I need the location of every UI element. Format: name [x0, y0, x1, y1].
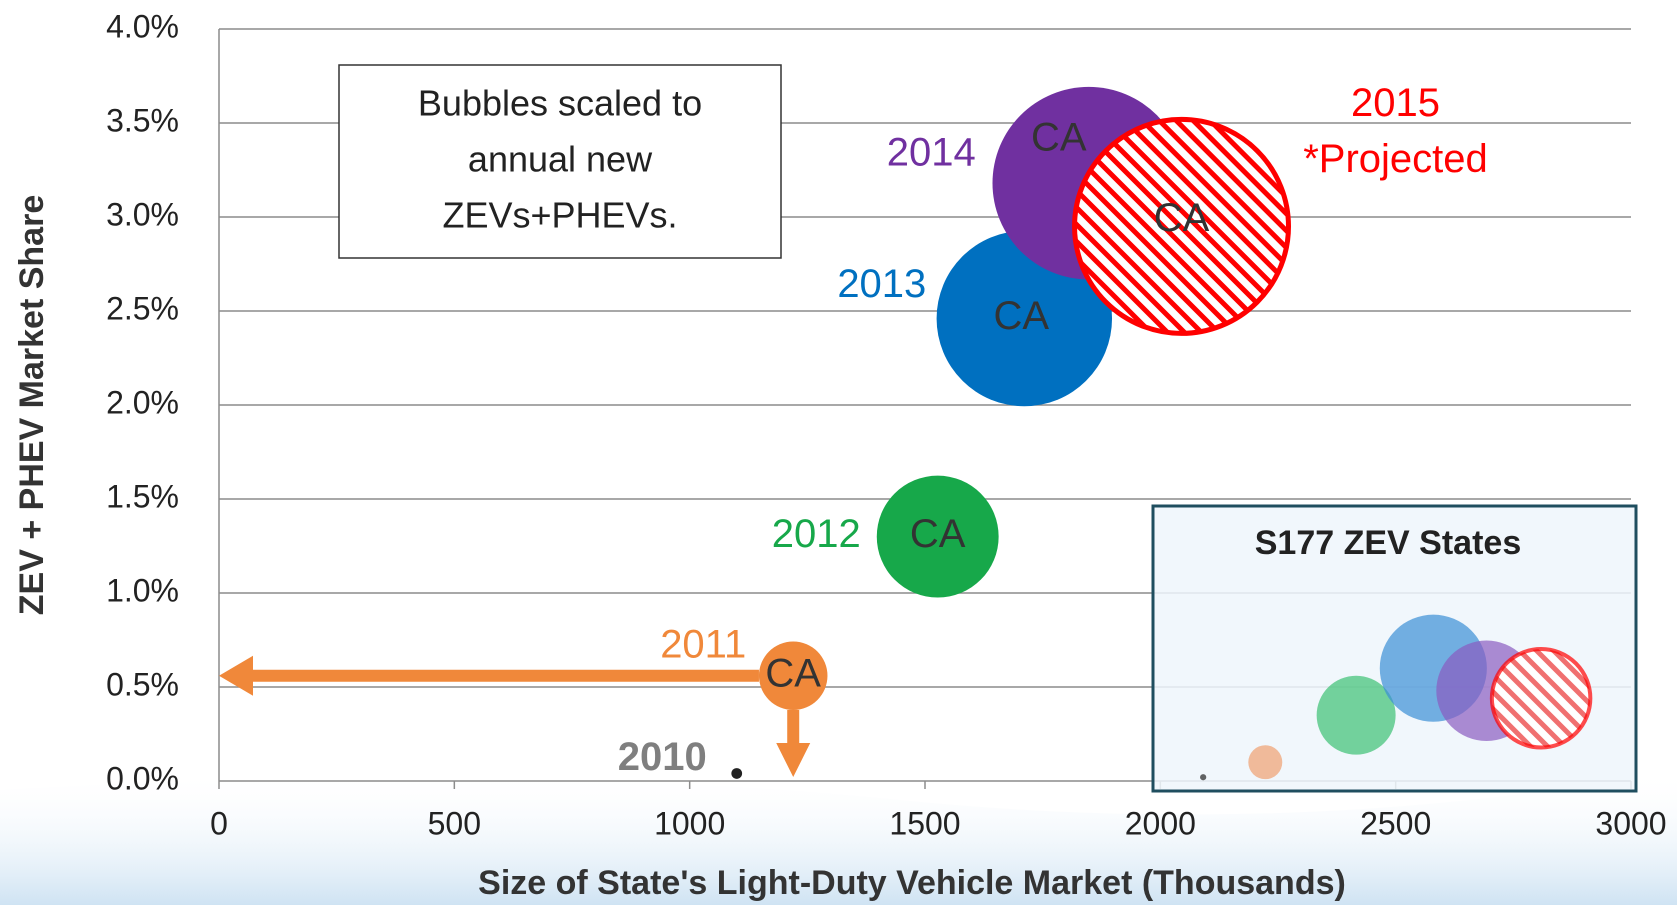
- x-tick-label: 0: [210, 805, 228, 841]
- y-tick-label: 0.5%: [106, 666, 179, 702]
- x-tick-label: 500: [428, 805, 481, 841]
- bubble-label: CA: [1154, 196, 1210, 240]
- arrow-head: [776, 743, 811, 777]
- year-label: 2015: [1351, 81, 1440, 125]
- x-tick-label: 1000: [654, 805, 725, 841]
- bubble: [1072, 116, 1292, 336]
- year-label: 2013: [837, 262, 926, 306]
- y-tick-label: 3.0%: [106, 196, 179, 232]
- bubble-label: CA: [910, 512, 966, 556]
- x-tick-label: 2500: [1360, 805, 1431, 841]
- x-tick-label: 3000: [1595, 805, 1666, 841]
- note-line: Bubbles scaled to: [418, 83, 702, 124]
- annotation: *Projected: [1303, 137, 1488, 181]
- inset-bubble: [1489, 647, 1593, 750]
- x-tick-label: 2000: [1125, 805, 1196, 841]
- y-tick-label: 3.5%: [106, 102, 179, 138]
- bubble-label: CA: [1031, 116, 1087, 160]
- year-label: 2011: [660, 622, 746, 666]
- bubble: [876, 475, 999, 598]
- y-tick-label: 2.0%: [106, 384, 179, 420]
- inset-bubble: [1316, 675, 1396, 755]
- arrow-head: [219, 655, 253, 696]
- inset-bubble: [1248, 745, 1283, 780]
- year-label: 2014: [887, 131, 976, 175]
- y-tick-label: 1.0%: [106, 572, 179, 608]
- note-box: [338, 64, 782, 259]
- inset-bubble: [1200, 774, 1207, 781]
- bubble: [758, 641, 828, 710]
- note-line: ZEVs+PHEVs.: [442, 195, 677, 236]
- y-tick-label: 4.0%: [106, 8, 179, 44]
- bubble-label: CA: [994, 294, 1050, 338]
- y-tick-label: 2.5%: [106, 290, 179, 326]
- x-tick-label: 1500: [889, 805, 960, 841]
- inset-title: S177 ZEV States: [1255, 524, 1521, 562]
- year-label: 2010: [618, 735, 707, 779]
- year-label: 2012: [772, 512, 861, 556]
- note-line: annual new: [468, 139, 653, 180]
- background-wave: [0, 770, 1677, 905]
- y-axis-title: ZEV + PHEV Market Share: [13, 195, 51, 615]
- y-tick-label: 1.5%: [106, 478, 179, 514]
- bubble-label: CA: [765, 651, 821, 695]
- bubble: [731, 768, 743, 779]
- x-axis-title: Size of State's Light-Duty Vehicle Marke…: [478, 864, 1346, 902]
- y-tick-label: 0.0%: [106, 760, 179, 796]
